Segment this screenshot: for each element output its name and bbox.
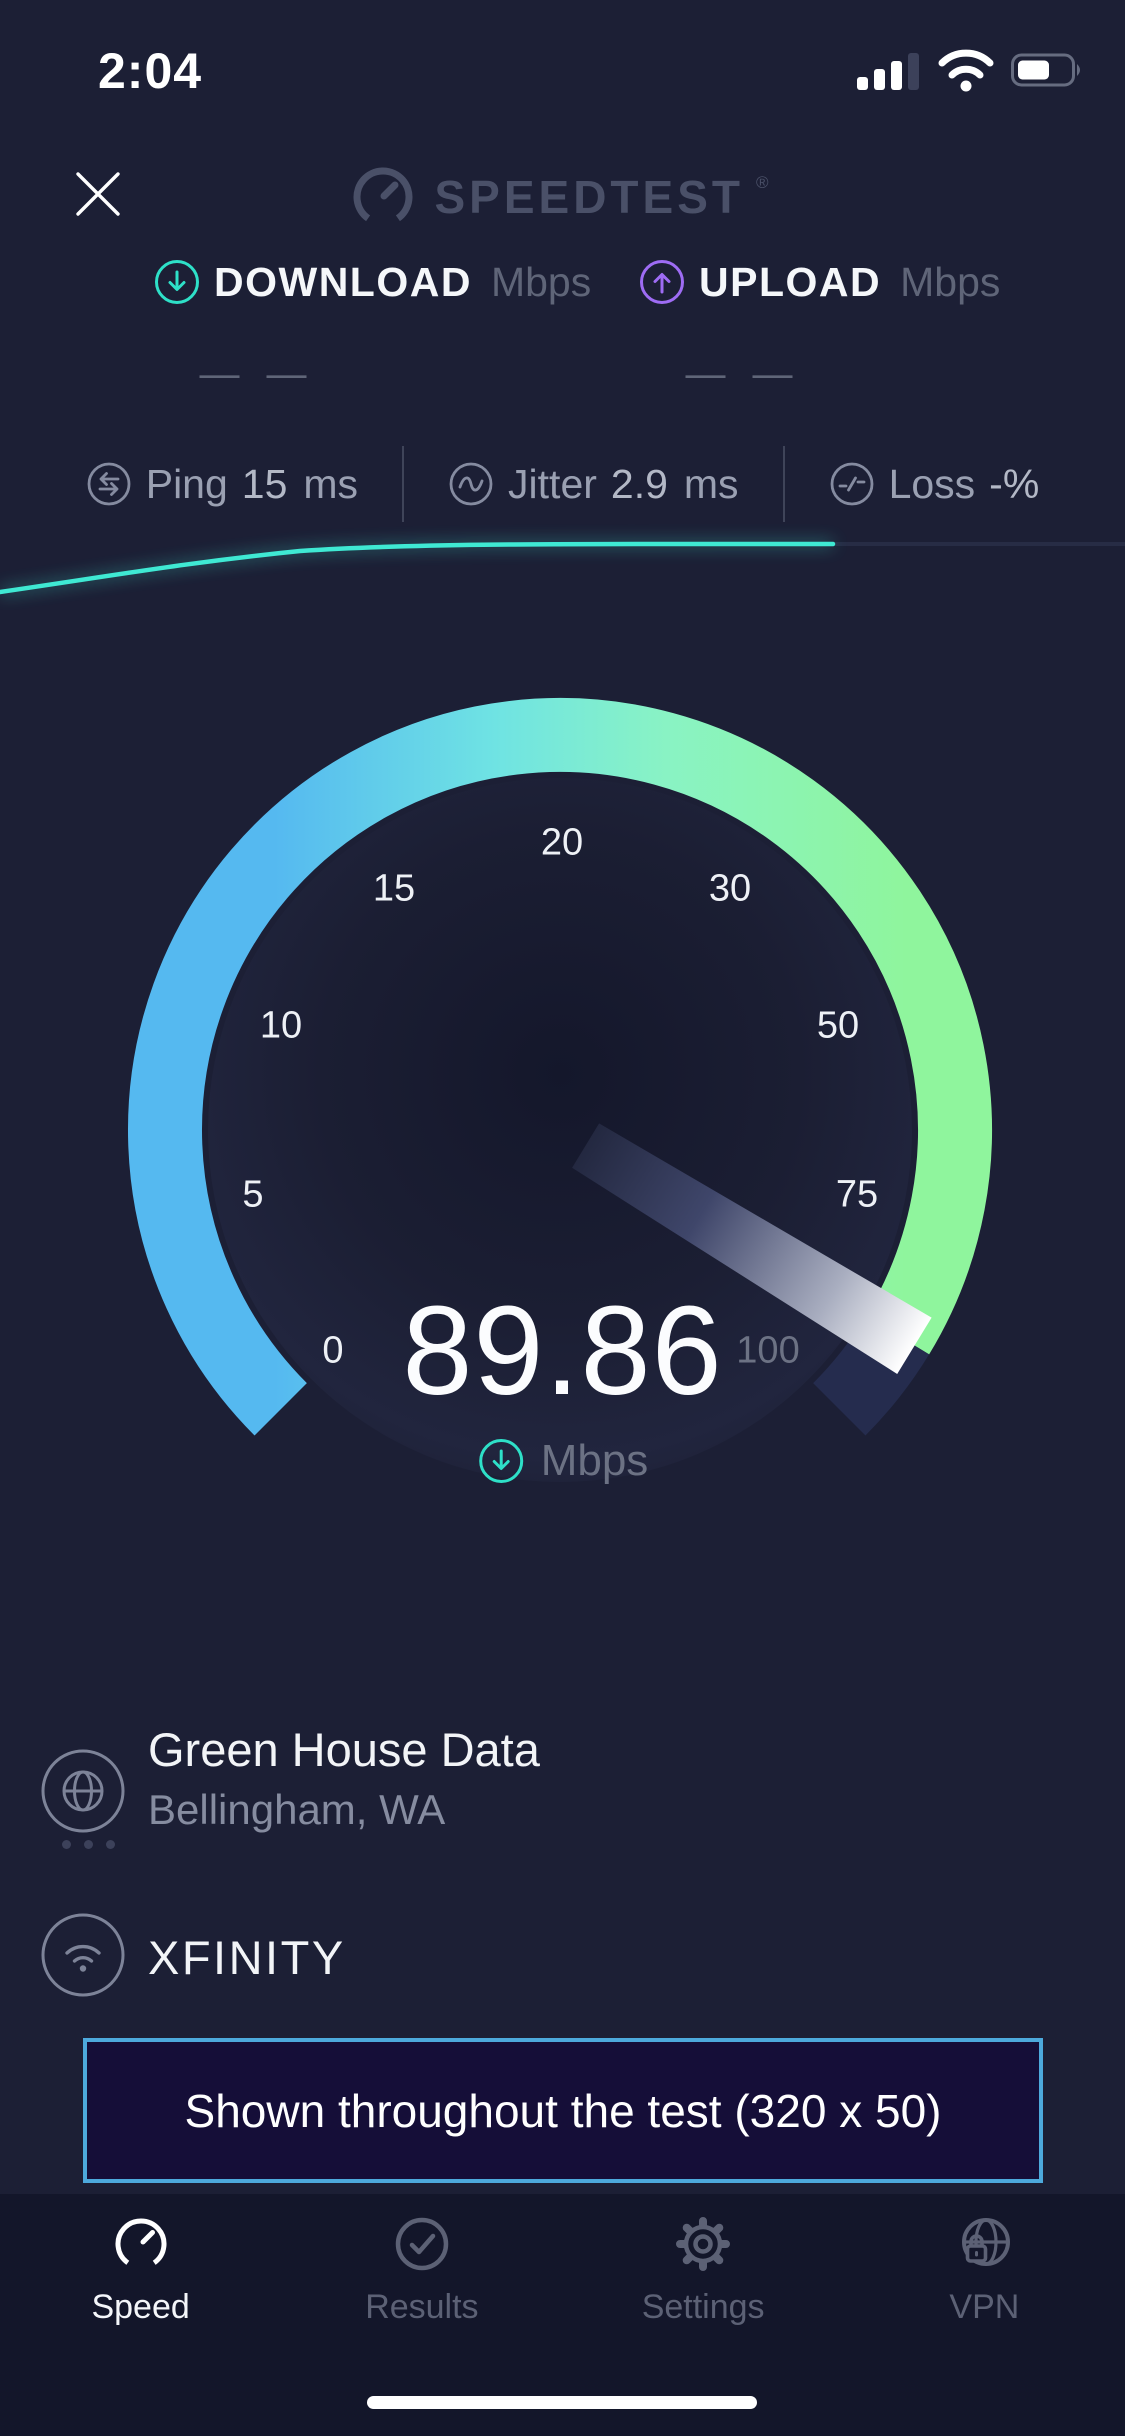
ping-label: Ping: [145, 460, 228, 507]
gauge-tick-30: 30: [708, 867, 752, 910]
download-arrow-icon: [155, 260, 199, 304]
gauge-tick-0: 0: [322, 1329, 344, 1372]
ad-banner[interactable]: Shown throughout the test (320 x 50): [83, 2038, 1043, 2183]
ping-stat: Ping 15 ms: [86, 461, 358, 508]
divider: [782, 446, 785, 522]
ad-banner-text: Shown throughout the test (320 x 50): [184, 2084, 942, 2137]
download-unit: Mbps: [490, 258, 592, 305]
download-label: DOWNLOAD: [214, 258, 472, 305]
server-location: Bellingham, WA: [148, 1786, 446, 1833]
jitter-label: Jitter: [508, 460, 597, 507]
jitter-value: 2.9: [610, 460, 668, 507]
gauge-tick-50: 50: [816, 1004, 860, 1047]
gauge-tick-75: 75: [835, 1173, 879, 1216]
gauge-tick-10: 10: [259, 1004, 303, 1047]
divider: [402, 446, 405, 522]
download-arrow-icon: [478, 1439, 523, 1483]
upload-value-placeholder: — —: [685, 352, 801, 396]
sparkline-line: [0, 541, 836, 595]
jitter-unit: ms: [683, 460, 739, 507]
gauge-tick-15: 15: [372, 867, 416, 910]
loss-label: Loss: [888, 460, 976, 507]
server-options-dots[interactable]: [62, 1840, 115, 1849]
tab-settings[interactable]: Settings: [563, 2194, 844, 2436]
status-icons: [857, 46, 1085, 94]
tab-results[interactable]: Results: [281, 2194, 562, 2436]
speed-unit-label: Mbps: [540, 1436, 649, 1485]
gauge-progress-arc: [128, 698, 992, 1436]
gauge-needle: [572, 1123, 932, 1374]
packet-loss-icon: [830, 462, 873, 506]
upload-label: UPLOAD: [699, 258, 882, 305]
logo-wordmark: SPEEDTEST: [434, 171, 744, 223]
loss-stat: Loss -%: [829, 460, 1040, 508]
bottom-tab-bar: Speed Results Settings: [0, 2194, 1125, 2436]
server-name: Green House Data: [148, 1723, 540, 1776]
live-speed-sparkline: [0, 541, 1125, 595]
upload-unit: Mbps: [900, 258, 1001, 305]
upload-arrow-icon: [640, 260, 684, 304]
download-speed-value: 89.86: [402, 1280, 723, 1421]
ping-value: 15: [241, 460, 288, 507]
gauge-dial: [128, 698, 992, 1482]
jitter-stat: Jitter 2.9 ms: [448, 461, 739, 508]
gauge-tick-20: 20: [540, 821, 584, 864]
gauge-tick-5: 5: [242, 1173, 264, 1216]
gauge-inner-disc: [208, 778, 912, 1482]
download-value-placeholder: — —: [199, 352, 315, 396]
home-indicator[interactable]: [367, 2396, 757, 2409]
tab-vpn[interactable]: VPN: [844, 2194, 1125, 2436]
tab-vpn-label: VPN: [949, 2288, 1020, 2326]
battery-icon: [1011, 53, 1080, 87]
gauge-tick-100: 100: [736, 1329, 800, 1372]
tab-results-label: Results: [365, 2288, 479, 2326]
jitter-icon: [449, 462, 493, 506]
connection-name: XFINITY: [148, 1931, 346, 1984]
cellular-signal-icon: [857, 53, 919, 90]
status-time: 2:04: [98, 43, 203, 99]
close-icon[interactable]: [70, 166, 126, 222]
speed-gauge: 0 5 10 15 20 30 50 75 100: [0, 660, 1125, 1510]
connection-wifi-icon: [41, 1913, 125, 1997]
ping-unit: ms: [303, 460, 359, 507]
download-speed-unit-row: Mbps: [477, 1436, 649, 1486]
vpn-globe-lock-icon: [962, 2218, 1011, 2266]
tab-speed-label: Speed: [91, 2288, 190, 2326]
settings-gear-icon: [676, 2217, 731, 2271]
tab-settings-label: Settings: [641, 2288, 765, 2326]
speedtest-logo: SPEEDTEST ®: [0, 164, 1125, 230]
speedtest-logo-mark-icon: [353, 167, 413, 222]
upload-header: UPLOAD Mbps: [638, 256, 1000, 308]
server-globe-icon: [41, 1749, 125, 1833]
ping-icon: [87, 462, 131, 506]
speed-gauge-icon: [115, 2218, 167, 2265]
logo-registered-mark: ®: [755, 173, 769, 192]
latency-stats-row: Ping 15 ms Jitter 2.9 ms Loss -%: [0, 446, 1125, 522]
results-check-icon: [395, 2217, 449, 2271]
download-header: DOWNLOAD Mbps: [153, 256, 591, 308]
tab-speed[interactable]: Speed: [0, 2194, 281, 2436]
loss-value: -%: [989, 460, 1040, 507]
wifi-status-icon: [938, 49, 994, 92]
